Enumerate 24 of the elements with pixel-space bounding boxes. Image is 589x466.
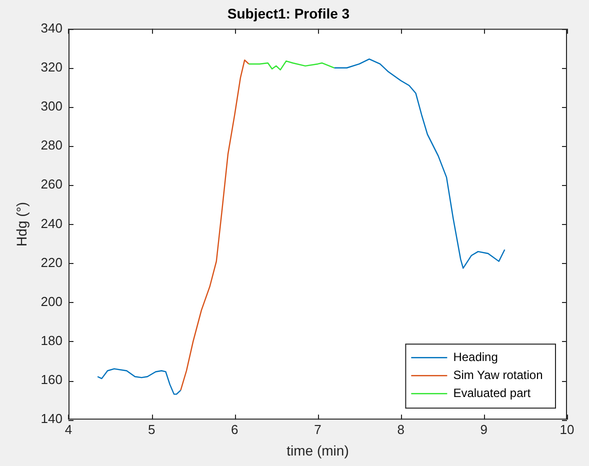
x-axis-title: time (min) bbox=[286, 442, 349, 458]
legend-label: Sim Yaw rotation bbox=[453, 368, 543, 382]
legend-label: Evaluated part bbox=[453, 386, 532, 400]
y-tick-label: 180 bbox=[40, 333, 62, 348]
y-tick-label: 140 bbox=[40, 411, 62, 426]
y-tick-label: 280 bbox=[40, 138, 62, 153]
x-tick-label: 4 bbox=[64, 422, 72, 437]
y-axis-title: Hdg (°) bbox=[13, 202, 30, 246]
x-tick-label: 7 bbox=[314, 422, 322, 437]
x-tick-label: 8 bbox=[397, 422, 404, 437]
y-tick-label: 200 bbox=[40, 294, 62, 309]
y-tick-label: 160 bbox=[40, 372, 62, 388]
y-tick-label: 260 bbox=[40, 176, 62, 192]
x-tick-label: 10 bbox=[560, 422, 574, 437]
y-tick-label: 340 bbox=[40, 20, 62, 36]
chart-title: Subject1: Profile 3 bbox=[227, 5, 350, 22]
y-tick-label: 320 bbox=[40, 59, 62, 74]
legend-label: Heading bbox=[453, 350, 498, 364]
x-tick-label: 6 bbox=[231, 422, 238, 437]
y-tick-label: 240 bbox=[40, 216, 62, 231]
y-tick-label: 300 bbox=[40, 98, 62, 114]
x-tick-label: 5 bbox=[148, 422, 156, 437]
y-tick-label: 220 bbox=[40, 254, 62, 270]
x-tick-label: 9 bbox=[480, 422, 488, 437]
